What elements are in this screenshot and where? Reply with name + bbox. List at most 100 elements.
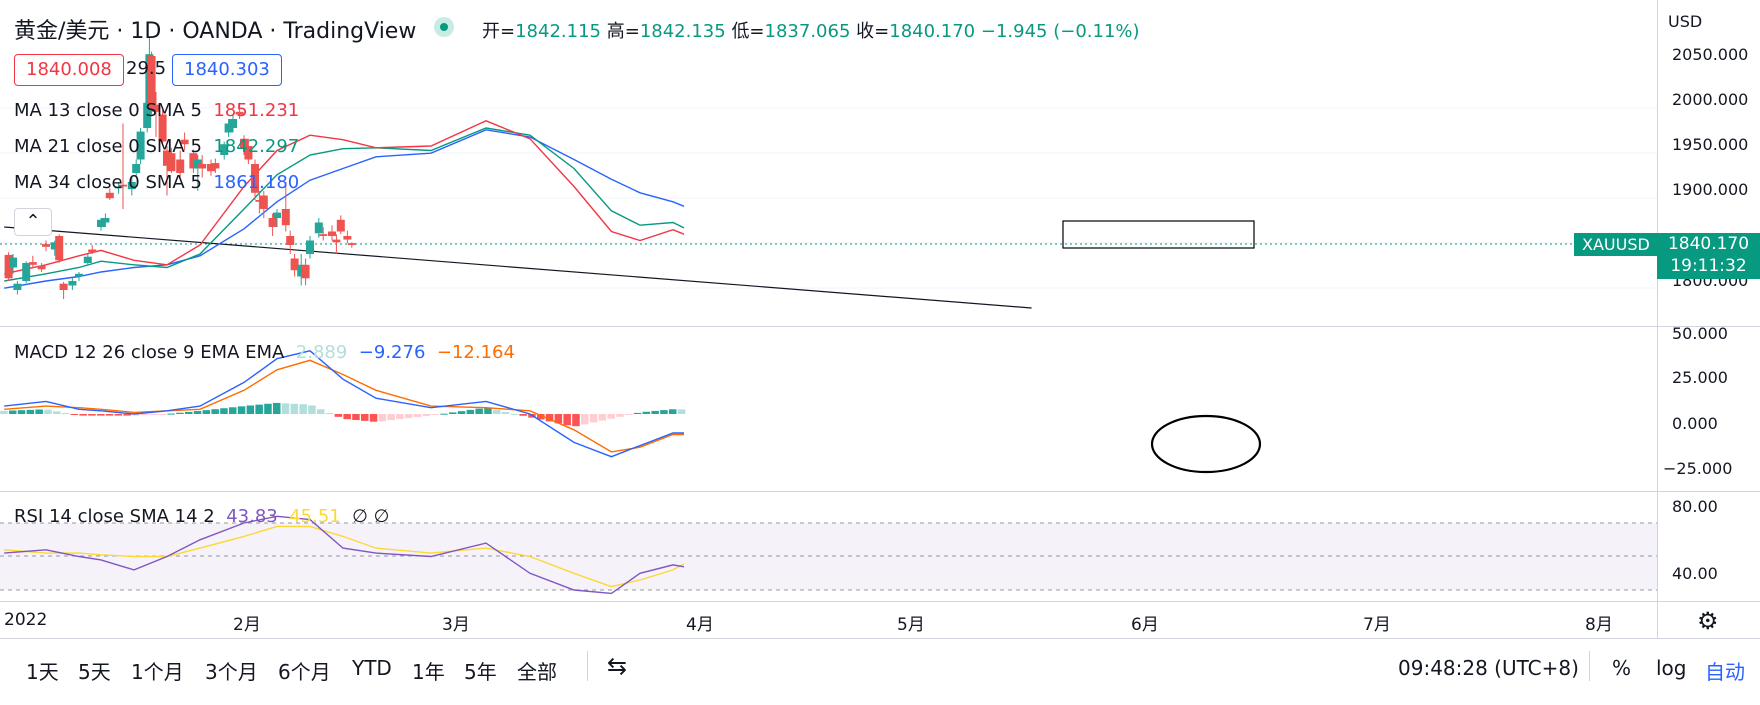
date-range-calendar-icon[interactable]: ⇆	[607, 652, 628, 680]
macd-histogram-bar	[114, 414, 123, 416]
settings-gear-icon[interactable]: ⚙	[1697, 607, 1719, 635]
macd-histogram-bar	[405, 414, 413, 419]
candle-body	[301, 264, 310, 279]
macd-histogram-bar	[519, 414, 527, 416]
macd-histogram-bar	[264, 403, 272, 414]
macd-histogram-bar	[229, 407, 237, 414]
macd-histogram-bar	[158, 414, 167, 415]
buy-price-button[interactable]: 1840.303	[172, 54, 282, 86]
macd-histogram-bar	[660, 410, 668, 414]
auto-scale-button[interactable]: 自动	[1705, 660, 1745, 684]
candle-body	[176, 159, 185, 173]
ma34-legend[interactable]: MA 34 close 0 SMA 5 1861.180	[14, 172, 300, 193]
candle-body	[211, 163, 220, 169]
candle-body	[343, 236, 352, 240]
low-value: 1837.065	[764, 21, 851, 42]
macd-histogram-bar	[17, 410, 26, 414]
rsi-band	[0, 523, 1657, 590]
range-highlight-box[interactable]	[1062, 220, 1255, 249]
macd-histogram-bar	[105, 414, 114, 416]
macd-histogram-bar	[378, 414, 387, 422]
macd-histogram-bar	[202, 410, 211, 414]
change-value: −1.945 (−0.11%)	[980, 21, 1140, 42]
range-1y-button[interactable]: 1年	[412, 660, 445, 684]
macd-histogram-bar	[123, 414, 131, 416]
candle-body	[314, 222, 323, 234]
macd-histogram-bar	[343, 414, 351, 420]
macd-legend[interactable]: MACD 12 26 close 9 EMA EMA 2.889 −9.276 …	[14, 342, 515, 363]
rsi-sma-line	[4, 525, 685, 588]
candle-body	[127, 182, 136, 190]
collapse-legend-button[interactable]: ⌃	[14, 208, 52, 236]
macd-histogram-bar	[484, 408, 492, 414]
macd-histogram-bar	[61, 413, 70, 415]
candle-body	[132, 164, 141, 173]
candle-body	[259, 195, 268, 209]
candle-body	[306, 240, 314, 254]
candle-body	[220, 144, 229, 155]
macd-histogram-bar	[537, 414, 545, 420]
macd-histogram-bar	[572, 414, 580, 427]
rsi-value: 43.83	[226, 506, 278, 527]
candle-body	[143, 102, 152, 128]
macd-histogram-bar	[581, 414, 589, 425]
candle-body	[42, 244, 50, 247]
range-1m-button[interactable]: 1个月	[131, 660, 184, 684]
macd-histogram-bar	[97, 414, 105, 416]
ma13-legend[interactable]: MA 13 close 0 SMA 5 1851.231	[14, 100, 300, 121]
range-6m-button[interactable]: 6个月	[278, 660, 331, 684]
chevron-up-icon: ⌃	[25, 211, 41, 232]
time-label: 4月	[686, 615, 714, 635]
sell-price-button[interactable]: 1840.008	[14, 54, 124, 86]
ma21-line	[4, 127, 685, 282]
range-5y-button[interactable]: 5年	[464, 660, 497, 684]
candle-body	[114, 186, 123, 189]
range-1d-button[interactable]: 1天	[26, 660, 59, 684]
log-scale-button[interactable]: log	[1656, 656, 1687, 680]
rsi-legend[interactable]: RSI 14 close SMA 14 2 43.83 45.51 ∅ ∅	[14, 506, 390, 527]
macd-histogram-bar	[651, 410, 659, 414]
macd-histogram-bar	[493, 410, 501, 414]
candle-body	[13, 283, 22, 290]
percent-scale-button[interactable]: %	[1612, 656, 1632, 680]
symbol-title[interactable]: 黄金/美元 · 1D · OANDA · TradingView	[14, 19, 417, 44]
macd-histogram-bar	[642, 411, 651, 414]
macd-signal-line	[4, 359, 684, 453]
candle-body	[59, 283, 68, 290]
interval-label[interactable]: 1D	[130, 19, 162, 44]
candle-body	[55, 236, 64, 261]
ma34-value: 1861.180	[213, 172, 300, 193]
candle-body	[229, 119, 237, 128]
range-ytd-button[interactable]: YTD	[352, 656, 392, 680]
rsi-line	[4, 515, 685, 595]
open-value: 1842.115	[515, 21, 601, 42]
ma21-legend[interactable]: MA 21 close 0 SMA 5 1842.297	[14, 136, 300, 157]
macd-histogram-bar	[563, 414, 571, 426]
macd-histogram-bar	[466, 409, 475, 414]
candle-body	[28, 262, 37, 265]
macd-histogram-bar	[334, 414, 343, 417]
candle-body	[75, 273, 83, 277]
range-5d-button[interactable]: 5天	[78, 660, 111, 684]
candle-body	[4, 254, 13, 279]
range-all-button[interactable]: 全部	[517, 660, 557, 684]
background-grid	[0, 107, 1657, 289]
candle-body	[268, 218, 277, 227]
candle-body	[255, 200, 264, 202]
candle-body	[68, 281, 77, 286]
spread-value: 29.5	[126, 58, 167, 79]
candle-body	[193, 159, 202, 169]
macd-histogram-bar	[35, 409, 43, 414]
rsi-tick: 80.00	[1672, 497, 1718, 516]
range-3m-button[interactable]: 3个月	[205, 660, 258, 684]
macd-annotation-ellipse[interactable]	[1150, 414, 1262, 474]
candle-body	[88, 249, 97, 253]
macd-histogram-bar	[185, 411, 193, 414]
macd-histogram-bar	[633, 412, 642, 414]
macd-histogram-bar	[141, 414, 149, 416]
currency-label[interactable]: USD	[1668, 12, 1703, 31]
market-status-icon[interactable]	[434, 17, 454, 37]
macd-histogram-bar	[554, 414, 563, 424]
clock-time[interactable]: 09:48:28 (UTC+8)	[1398, 656, 1579, 680]
